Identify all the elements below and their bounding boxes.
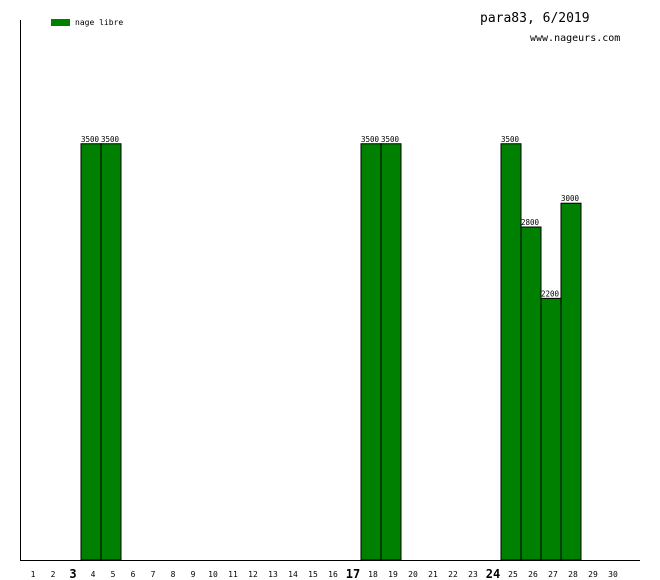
data-label-day-26: 2200 <box>541 289 560 298</box>
bar-day-24 <box>500 143 522 561</box>
bar-day-4 <box>100 143 122 561</box>
x-tick-label-1: 1 <box>31 570 36 579</box>
x-tick-label-17: 17 <box>346 567 360 580</box>
bars-group <box>80 143 582 561</box>
data-label-day-27: 3000 <box>561 194 580 203</box>
data-label-day-25: 2800 <box>521 218 540 227</box>
x-tick-label-29: 29 <box>588 570 598 579</box>
x-tick-label-11: 11 <box>228 570 238 579</box>
legend-label: nage libre <box>75 18 123 27</box>
x-tick-label-6: 6 <box>131 570 136 579</box>
site-url: www.nageurs.com <box>530 33 620 44</box>
x-tick-label-4: 4 <box>91 570 96 579</box>
legend: nage libre <box>51 18 123 27</box>
bar-day-25 <box>520 226 542 561</box>
x-tick-label-27: 27 <box>548 570 558 579</box>
legend-swatch <box>51 19 70 26</box>
data-label-day-18: 3500 <box>381 135 400 144</box>
x-tick-label-8: 8 <box>171 570 176 579</box>
x-tick-label-15: 15 <box>308 570 318 579</box>
x-tick-label-21: 21 <box>428 570 438 579</box>
x-tick-label-16: 16 <box>328 570 338 579</box>
x-tick-label-5: 5 <box>111 570 116 579</box>
x-tick-label-2: 2 <box>51 570 56 579</box>
x-tick-labels-group: 1 2 3 4 5 6 7 8 9 10 11 12 13 14 15 16 17 18 19 20 21 22 23 24 2… <box>31 567 618 580</box>
x-tick-label-10: 10 <box>208 570 218 579</box>
x-tick-label-18: 18 <box>368 570 378 579</box>
x-tick-label-26: 26 <box>528 570 538 579</box>
x-tick-label-22: 22 <box>448 570 458 579</box>
x-tick-label-25: 25 <box>508 570 518 579</box>
x-tick-label-23: 23 <box>468 570 478 579</box>
bar-day-18 <box>380 143 402 561</box>
bar-day-27 <box>560 202 582 561</box>
x-tick-label-7: 7 <box>151 570 156 579</box>
bar-day-17 <box>360 143 382 561</box>
x-tick-label-3: 3 <box>69 567 76 580</box>
x-tick-label-12: 12 <box>248 570 258 579</box>
x-tick-label-30: 30 <box>608 570 618 579</box>
x-tick-label-24: 24 <box>486 567 500 580</box>
x-tick-label-13: 13 <box>268 570 278 579</box>
data-label-day-24: 3500 <box>501 135 520 144</box>
x-tick-label-20: 20 <box>408 570 418 579</box>
data-label-day-3: 3500 <box>81 135 100 144</box>
data-label-day-17: 3500 <box>361 135 380 144</box>
bar-day-26 <box>540 297 562 561</box>
x-tick-label-19: 19 <box>388 570 398 579</box>
x-tick-label-9: 9 <box>191 570 196 579</box>
bar-day-3 <box>80 143 102 561</box>
x-tick-label-28: 28 <box>568 570 578 579</box>
data-label-day-4: 3500 <box>101 135 120 144</box>
chart-title: para83, 6/2019 <box>480 11 590 26</box>
x-tick-label-14: 14 <box>288 570 298 579</box>
